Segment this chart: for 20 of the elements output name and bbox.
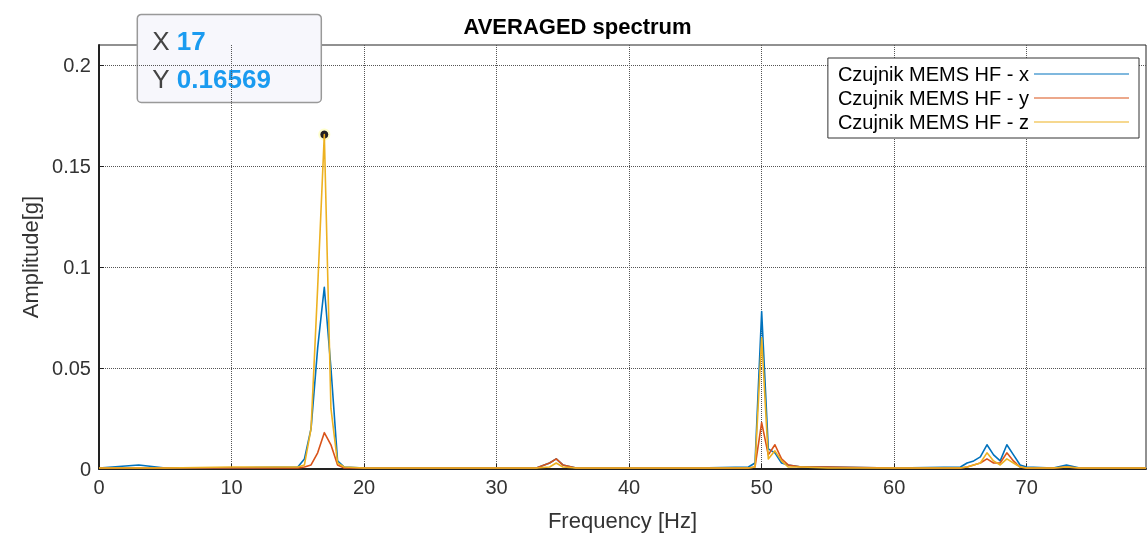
y-tick-label: 0: [79, 458, 91, 480]
x-tick-label: 30: [485, 476, 508, 498]
y-tick-label: 0.05: [52, 357, 91, 380]
chart-title: AVERAGED spectrum: [463, 13, 692, 39]
y-tick-label: 0.1: [63, 256, 91, 279]
x-tick-label: 70: [1015, 476, 1038, 498]
x-tick-label: 20: [352, 476, 376, 498]
legend-label: Czujnik MEMS HF - x: [837, 63, 1029, 85]
y-tick-label: 0.15: [52, 155, 91, 178]
x-tick-label: 0: [93, 476, 105, 498]
x-axis-title: Frequency [Hz]: [547, 507, 698, 533]
legend-label: Czujnik MEMS HF - y: [837, 87, 1029, 109]
annotation: X 17 Y 0.16569: [152, 26, 271, 95]
y-tick-label: 0.2: [63, 54, 91, 77]
y-axis-title: Amplitude[g]: [17, 195, 43, 319]
x-tick-label: 60: [883, 476, 906, 498]
x-tick-label: 40: [618, 476, 641, 498]
x-tick-label: 50: [750, 476, 773, 498]
x-tick-label: 10: [220, 476, 243, 498]
legend-label: Czujnik MEMS HF - z: [837, 111, 1029, 133]
